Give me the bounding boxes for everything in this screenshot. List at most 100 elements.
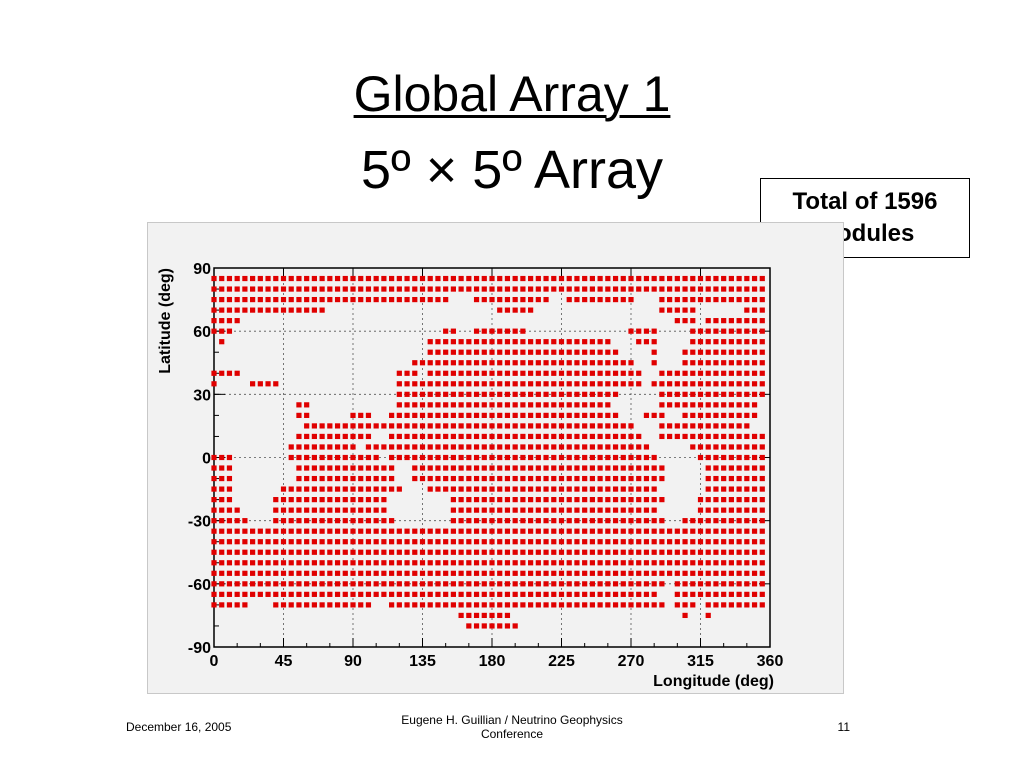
module-point	[296, 560, 302, 566]
module-point	[450, 402, 456, 408]
module-point	[589, 423, 595, 429]
module-point	[659, 570, 665, 576]
module-point	[427, 391, 433, 397]
module-point	[489, 402, 495, 408]
module-point	[759, 507, 765, 513]
module-point	[721, 539, 727, 545]
module-point	[419, 454, 426, 461]
module-point	[612, 412, 619, 418]
module-point	[713, 581, 719, 587]
module-point	[612, 286, 619, 292]
module-point	[350, 581, 356, 587]
module-point	[589, 339, 595, 345]
module-point	[713, 528, 719, 534]
module-point	[612, 539, 619, 545]
module-point	[759, 518, 765, 524]
module-point	[520, 328, 526, 334]
module-point	[705, 560, 711, 566]
module-point	[211, 465, 217, 471]
module-point	[636, 507, 642, 513]
module-point	[512, 402, 518, 408]
module-point	[566, 275, 572, 282]
module-point	[643, 507, 650, 513]
module-point	[489, 444, 495, 450]
module-point	[373, 444, 379, 450]
module-point	[342, 507, 348, 513]
module-point	[404, 402, 410, 408]
module-point	[458, 402, 464, 408]
module-point	[728, 391, 734, 397]
module-point	[713, 412, 719, 418]
module-point	[504, 391, 511, 397]
module-point	[558, 486, 565, 492]
module-point	[659, 381, 665, 387]
module-point	[365, 296, 372, 303]
module-point	[543, 370, 549, 376]
module-point	[412, 402, 418, 408]
module-point	[690, 560, 696, 566]
module-point	[566, 528, 572, 534]
module-point	[744, 360, 750, 366]
module-point	[466, 349, 472, 355]
module-point	[435, 549, 441, 555]
module-point	[574, 423, 580, 429]
module-point	[443, 339, 449, 345]
module-point	[427, 381, 433, 387]
module-point	[605, 475, 611, 482]
module-point	[504, 370, 511, 376]
module-point	[636, 591, 642, 597]
module-point	[412, 370, 418, 376]
module-point	[481, 412, 487, 418]
module-point	[736, 381, 742, 387]
module-point	[682, 591, 688, 597]
module-point	[327, 560, 333, 566]
module-point	[250, 549, 256, 555]
module-point	[280, 286, 287, 292]
module-point	[605, 591, 611, 597]
module-point	[273, 296, 279, 303]
module-point	[697, 591, 704, 597]
module-point	[682, 275, 688, 282]
module-point	[551, 602, 557, 608]
module-point	[674, 381, 680, 387]
module-point	[674, 591, 680, 597]
module-point	[612, 381, 619, 387]
module-point	[651, 475, 657, 482]
module-point	[219, 465, 225, 471]
module-point	[512, 623, 518, 629]
module-point	[265, 591, 271, 597]
module-point	[643, 275, 650, 282]
module-point	[744, 349, 750, 355]
module-point	[257, 560, 263, 566]
module-point	[497, 296, 503, 303]
module-point	[226, 591, 233, 597]
module-point	[334, 423, 341, 429]
module-point	[736, 486, 742, 492]
module-point	[473, 602, 480, 608]
module-point	[721, 497, 727, 503]
module-point	[659, 275, 665, 282]
module-point	[566, 381, 572, 387]
module-point	[219, 339, 225, 345]
module-point	[226, 570, 233, 576]
module-point	[504, 465, 511, 471]
module-point	[327, 528, 333, 534]
module-point	[512, 507, 518, 513]
module-point	[528, 444, 534, 450]
module-point	[419, 433, 426, 440]
module-point	[512, 391, 518, 397]
module-point	[296, 507, 302, 513]
module-point	[504, 528, 511, 534]
module-point	[628, 591, 634, 597]
module-point	[512, 465, 518, 471]
module-point	[597, 370, 603, 376]
module-point	[211, 549, 217, 555]
module-point	[365, 507, 372, 513]
module-point	[443, 602, 449, 608]
module-point	[358, 560, 364, 566]
module-point	[566, 475, 572, 482]
module-point	[304, 296, 310, 303]
module-point	[574, 444, 580, 450]
module-point	[690, 381, 696, 387]
module-point	[512, 275, 518, 282]
